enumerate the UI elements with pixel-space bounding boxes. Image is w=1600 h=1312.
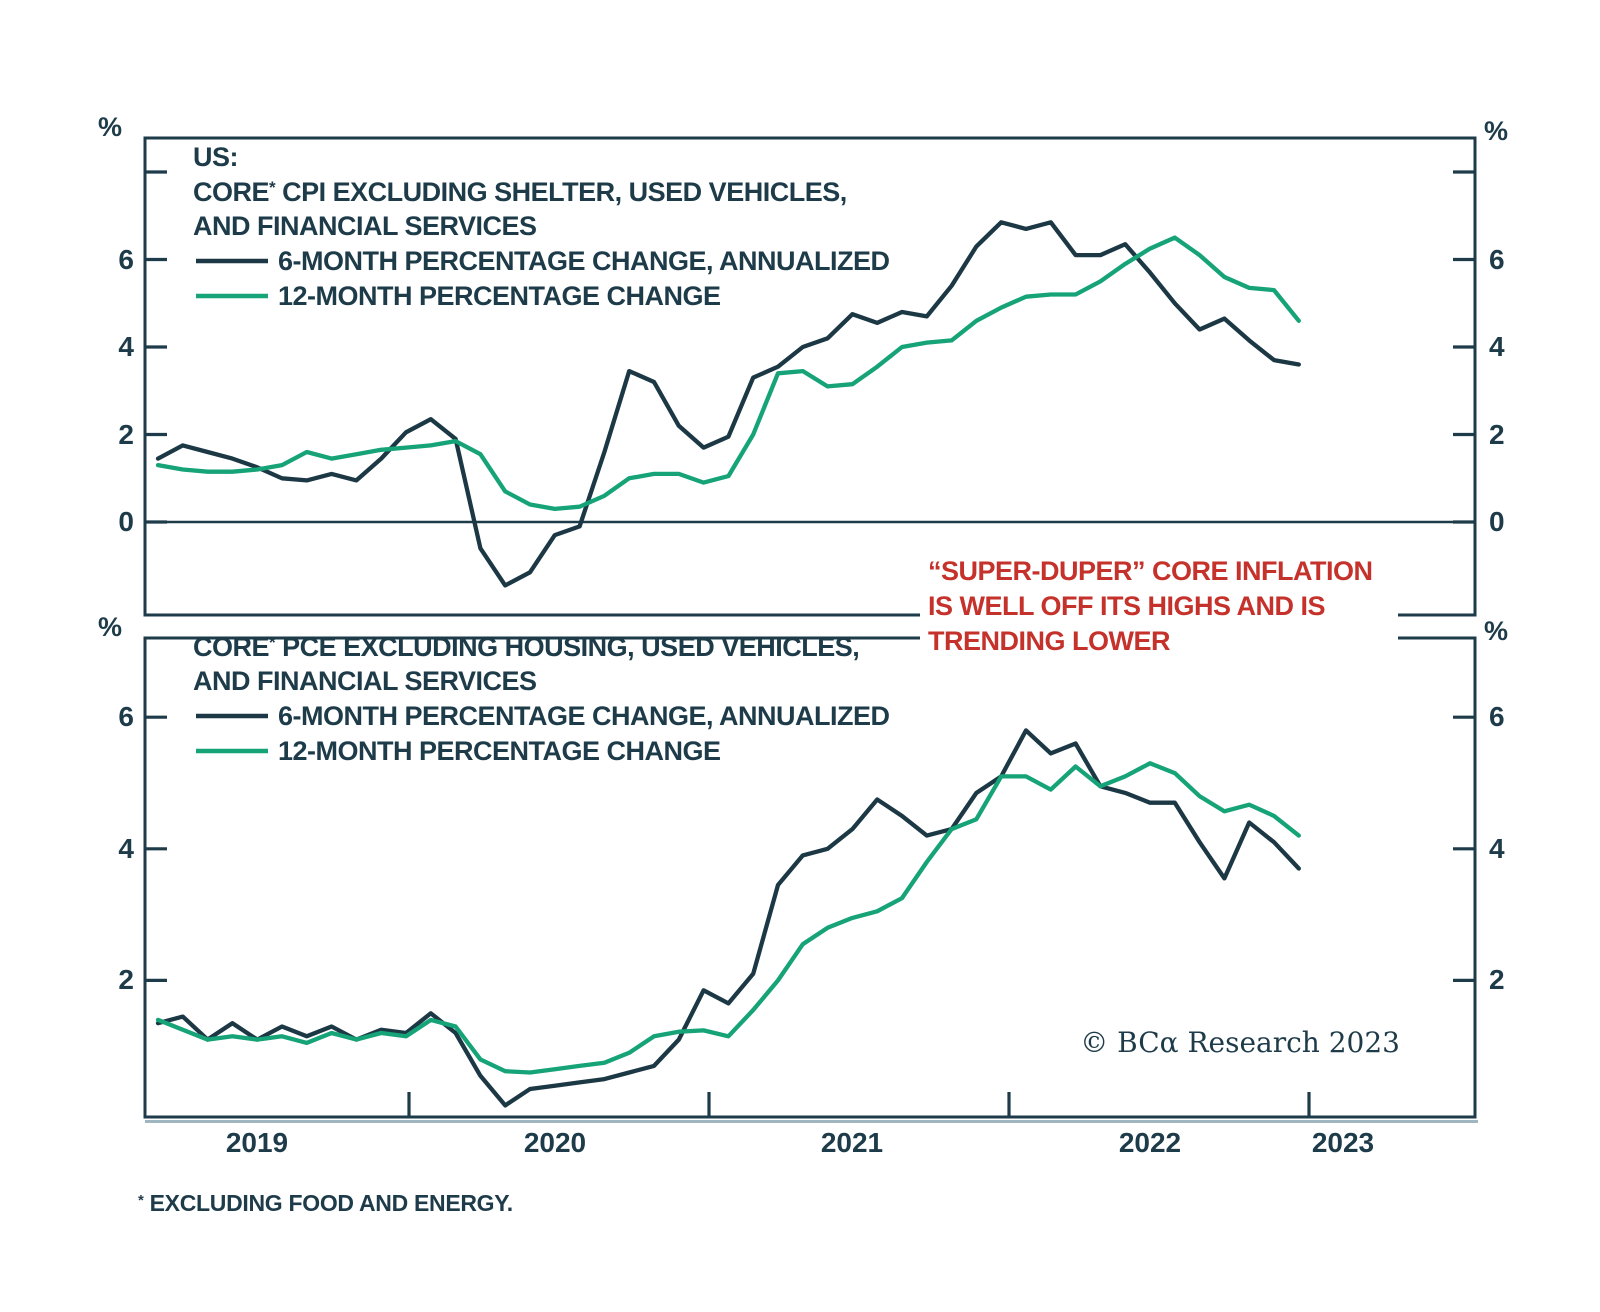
region-label: US: (193, 142, 239, 172)
top-title-rest: CPI EXCLUDING SHELTER, USED VEHICLES, (275, 177, 847, 207)
annotation-line3: TRENDING LOWER (928, 626, 1171, 656)
y-tick-label-right: 2 (1489, 419, 1505, 450)
top-title-line2: AND FINANCIAL SERVICES (193, 211, 537, 241)
footnote-text: EXCLUDING FOOD AND ENERGY. (143, 1190, 514, 1216)
x-tick-label: 2023 (1311, 1127, 1375, 1158)
y-tick-label-right: 6 (1489, 701, 1505, 732)
y-tick-label-right: 6 (1489, 244, 1505, 275)
bottom-title-rest: PCE EXCLUDING HOUSING, USED VEHICLES, (275, 632, 860, 662)
bottom-title-asterisk: * (269, 633, 276, 652)
top-title-asterisk: * (269, 178, 276, 197)
bottom-title-core: CORE (193, 632, 270, 662)
y-tick-label-right: 4 (1489, 833, 1505, 864)
y-tick-label-right: 2 (1489, 964, 1505, 995)
percent-label-bottom-right: % (1484, 616, 1509, 646)
axis-ticks (146, 170, 1474, 1116)
percent-label-top-left: % (98, 112, 123, 142)
bottom-title-line2: AND FINANCIAL SERVICES (193, 666, 537, 696)
bottom-legend-6m-label: 6-MONTH PERCENTAGE CHANGE, ANNUALIZED (278, 701, 890, 731)
top-title-core: CORE (193, 177, 270, 207)
data-lines (155, 220, 1301, 1108)
y-tick-label-left: 2 (118, 419, 134, 450)
percent-label-top-right: % (1484, 116, 1509, 146)
x-tick-label: 2021 (820, 1127, 884, 1158)
bottom-title-line1: CORE* PCE EXCLUDING HOUSING, USED VEHICL… (193, 632, 860, 666)
bottom-legend-12m-label: 12-MONTH PERCENTAGE CHANGE (278, 736, 721, 766)
y-tick-label-right: 0 (1489, 506, 1505, 537)
y-tick-label-left: 4 (118, 833, 134, 864)
y-tick-label-right: 4 (1489, 331, 1505, 362)
series-line-green-top (155, 235, 1301, 512)
x-tick-label: 2019 (225, 1127, 289, 1158)
copyright: © BCα Research 2023 (1080, 1026, 1400, 1059)
y-tick-label-left: 6 (118, 701, 134, 732)
annotation-line2: IS WELL OFF ITS HIGHS AND IS (928, 591, 1326, 621)
top-legend-12m-label: 12-MONTH PERCENTAGE CHANGE (278, 281, 721, 311)
footnote-asterisk: * (138, 1192, 144, 1209)
top-legend-6m-label: 6-MONTH PERCENTAGE CHANGE, ANNUALIZED (278, 246, 890, 276)
top-panel-frame (143, 136, 1477, 617)
y-tick-label-left: 6 (118, 244, 134, 275)
y-tick-label-left: 0 (118, 506, 134, 537)
x-tick-label: 2020 (523, 1127, 587, 1158)
percent-label-bottom-left: % (98, 612, 123, 642)
top-title-line1: CORE* CPI EXCLUDING SHELTER, USED VEHICL… (193, 177, 847, 211)
annotation-line1: “SUPER-DUPER” CORE INFLATION (928, 556, 1373, 586)
bottom-panel-frame (143, 636, 1477, 1119)
y-tick-label-left: 2 (118, 964, 134, 995)
annotation-backdrop (920, 548, 1398, 660)
series-line-navy-top (155, 220, 1301, 588)
series-line-green-bottom (155, 761, 1301, 1075)
x-tick-label: 2022 (1118, 1127, 1182, 1158)
y-tick-label-left: 4 (118, 331, 134, 362)
footnote: * EXCLUDING FOOD AND ENERGY. (138, 1188, 513, 1222)
